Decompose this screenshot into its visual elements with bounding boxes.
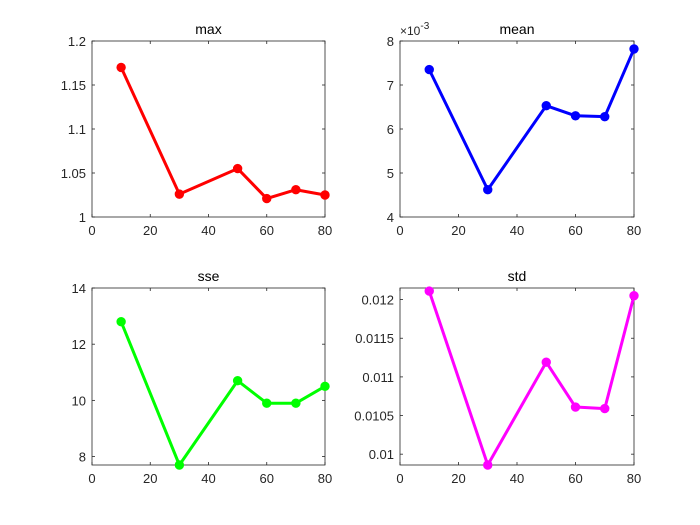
data-point-max-2 <box>232 163 243 174</box>
data-point-max-4 <box>291 185 301 195</box>
chart-mean: mean 0 20 40 60 80 4 5 6 7 8 ×10-3 <box>387 21 641 238</box>
y-tick-label-max-0: 1 <box>79 210 86 225</box>
chart-title-mean: mean <box>499 21 534 37</box>
data-point-sse-3 <box>262 398 272 408</box>
data-point-max-5 <box>320 190 330 200</box>
series-line-max <box>119 65 327 201</box>
y-tick-label-mean-4: 8 <box>387 34 394 49</box>
data-point-mean-3 <box>570 111 581 121</box>
data-point-mean-1 <box>483 185 493 195</box>
axes-box-max <box>91 40 326 218</box>
y-tick-label-sse-0: 8 <box>79 450 86 465</box>
x-tick-label-sse-1: 20 <box>143 471 157 486</box>
data-point-mean-2 <box>541 100 551 111</box>
x-tick-label-sse-0: 0 <box>88 471 95 486</box>
x-tick-label-max-1: 20 <box>143 223 157 238</box>
y-tick-label-std-2: 0.011 <box>362 370 394 385</box>
chart-sse: sse 0 20 40 60 80 8 10 12 14 <box>72 268 333 486</box>
x-tick-label-std-3: 60 <box>568 471 582 486</box>
y-tick-label-sse-1: 10 <box>72 393 86 408</box>
axes-box-mean <box>399 40 635 218</box>
y-exponent-label-mean: ×10-3 <box>400 21 430 38</box>
x-tick-label-max-4: 80 <box>318 223 332 238</box>
series-line-std <box>427 289 636 467</box>
series-line-mean <box>427 47 636 192</box>
data-point-std-1 <box>483 460 493 470</box>
x-tick-label-std-2: 40 <box>510 471 524 486</box>
chart-std: std 0 20 40 60 80 0.01 0.0105 0.011 0.0115 0.012 <box>354 268 641 486</box>
y-tick-label-max-1: 1.05 <box>61 166 86 181</box>
x-tick-label-std-0: 0 <box>396 471 403 486</box>
x-tick-label-max-3: 60 <box>260 223 274 238</box>
x-tick-label-mean-0: 0 <box>396 223 403 238</box>
y-tick-label-sse-2: 12 <box>72 337 86 352</box>
axes-box-std <box>399 287 635 466</box>
y-tick-label-mean-0: 4 <box>387 210 394 225</box>
x-tick-label-std-1: 20 <box>451 471 465 486</box>
y-tick-label-max-4: 1.2 <box>68 34 86 49</box>
axes-box-sse <box>91 287 326 466</box>
x-tick-label-mean-2: 40 <box>510 223 524 238</box>
data-point-sse-0 <box>116 317 126 327</box>
series-line-sse <box>119 320 327 467</box>
y-tick-label-mean-1: 5 <box>387 166 394 181</box>
data-point-std-4 <box>600 403 610 414</box>
x-tick-label-max-2: 40 <box>201 223 215 238</box>
data-point-std-5 <box>629 291 639 301</box>
x-tick-label-max-0: 0 <box>88 223 95 238</box>
y-tick-label-sse-3: 14 <box>72 281 86 296</box>
data-point-mean-5 <box>629 44 639 54</box>
chart-title-max: max <box>195 21 221 37</box>
data-point-std-0 <box>424 286 434 296</box>
y-tick-label-max-3: 1.15 <box>61 78 86 93</box>
y-tick-label-max-2: 1.1 <box>68 122 86 137</box>
y-tick-label-std-3: 0.0115 <box>355 331 394 346</box>
data-point-std-2 <box>541 357 551 367</box>
x-tick-label-mean-4: 80 <box>627 223 641 238</box>
y-tick-label-std-4: 0.012 <box>361 293 394 308</box>
x-tick-label-sse-2: 40 <box>201 471 215 486</box>
x-tick-label-sse-3: 60 <box>260 471 274 486</box>
data-point-std-3 <box>570 402 581 412</box>
x-tick-label-std-4: 80 <box>627 471 641 486</box>
x-tick-label-mean-1: 20 <box>451 223 465 238</box>
y-tick-label-std-1: 0.0105 <box>354 409 394 424</box>
chart-title-std: std <box>508 268 527 284</box>
y-tick-label-mean-3: 7 <box>387 78 394 93</box>
y-tick-label-mean-2: 6 <box>387 122 394 137</box>
data-point-mean-4 <box>600 111 610 122</box>
data-point-sse-5 <box>320 381 330 392</box>
x-tick-label-mean-3: 60 <box>568 223 582 238</box>
data-point-sse-4 <box>291 398 301 408</box>
y-tick-label-std-0: 0.01 <box>369 447 394 462</box>
data-point-max-3 <box>262 193 272 204</box>
x-tick-label-sse-4: 80 <box>318 471 332 486</box>
chart-title-sse: sse <box>198 268 220 284</box>
y-exponent-base: ×10 <box>400 24 421 38</box>
data-point-mean-0 <box>424 64 434 75</box>
data-point-max-1 <box>174 189 185 199</box>
chart-max: max 0 20 40 60 80 1 1.05 1.1 1.15 1.2 <box>61 21 333 238</box>
data-point-max-0 <box>116 62 126 73</box>
data-point-sse-1 <box>174 460 185 470</box>
y-exponent-power: -3 <box>420 21 429 32</box>
data-point-sse-2 <box>232 376 243 386</box>
